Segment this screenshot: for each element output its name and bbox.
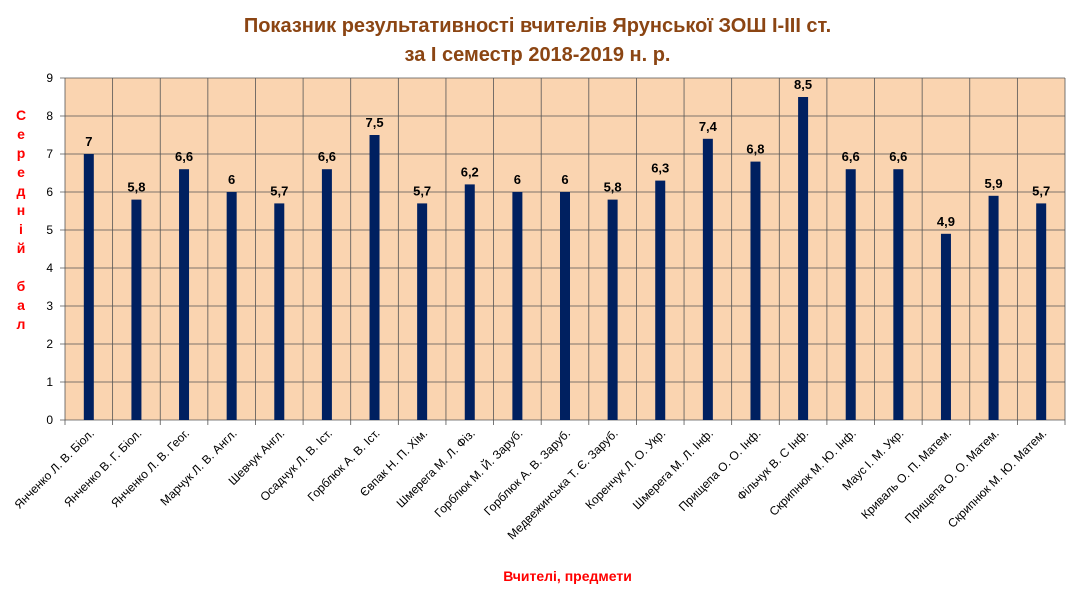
bar (417, 203, 428, 420)
bar (464, 184, 475, 420)
x-axis-title: Вчителі, предмети (503, 568, 632, 584)
x-tick-label: Янченко Л. В. Біол. (12, 426, 97, 511)
bars (83, 97, 1047, 421)
y-axis-title-letter: л (16, 316, 26, 332)
x-tick-label: Коренчук Л. О. Укр. (583, 426, 669, 512)
y-tick-label: 0 (46, 413, 53, 427)
x-tick-label: Скрипнюк М. Ю. Матем. (945, 426, 1049, 530)
x-tick-label: Прищепа О. О. Матем. (902, 426, 1002, 526)
x-tick-label: Скрипнюк М. Ю. Інф. (766, 426, 858, 518)
data-label: 5,7 (270, 183, 288, 198)
data-label: 6,6 (842, 149, 860, 164)
data-label: 5,7 (413, 183, 431, 198)
bar (321, 169, 332, 420)
y-tick-label: 6 (46, 185, 53, 199)
x-tick-label: Прищепа О. О. Інф. (676, 426, 764, 514)
bar (893, 169, 904, 420)
data-label: 6,6 (175, 149, 193, 164)
x-tick-label: Шмерега М. Л. Інф. (630, 426, 716, 512)
y-axis-tick-labels: 0 1 2 3 4 5 6 7 8 9 (46, 71, 53, 427)
y-axis-title-letter: е (17, 126, 25, 142)
bar (655, 180, 666, 420)
bar (607, 199, 618, 420)
bar (274, 203, 285, 420)
data-label: 4,9 (937, 214, 955, 229)
data-labels: 7 5,8 6,6 6 5,7 6,6 7,5 5,7 6,2 6 6 5,8 6,3 7,4 6,8 8,5… (85, 77, 1050, 229)
bar (179, 169, 190, 420)
chart-title-line-1: Показник результативності вчителів Ярунс… (243, 15, 832, 37)
y-axis-title-letter: С (15, 107, 27, 123)
data-label: 6,3 (651, 161, 669, 176)
y-tick-label: 3 (46, 299, 53, 313)
y-tick-label: 7 (46, 147, 53, 161)
y-tick-label: 8 (46, 109, 53, 123)
y-axis-title-letter: е (17, 164, 25, 180)
y-tick-label: 5 (46, 223, 53, 237)
y-axis-title-letter: р (16, 145, 26, 161)
data-label: 5,7 (1032, 183, 1050, 198)
data-label: 6,8 (746, 142, 764, 157)
y-axis-title-letter: і (19, 221, 23, 237)
data-label: 5,8 (604, 180, 622, 195)
y-axis-title-letter: й (16, 240, 26, 256)
data-label: 5,8 (127, 180, 145, 195)
x-tick-label: Криваль О. П. Матем. (858, 426, 954, 522)
x-tick-label: Шмерега М. Л. Фіз. (394, 426, 478, 510)
y-tick-label: 1 (46, 375, 53, 389)
bar (1036, 203, 1047, 420)
y-axis-title-letter: д (16, 183, 26, 199)
bar (560, 192, 570, 420)
data-label: 8,5 (794, 77, 812, 92)
vertical-gridlines (64, 78, 1066, 425)
bar (131, 199, 142, 420)
data-label: 6,6 (318, 149, 336, 164)
data-label: 6 (514, 172, 521, 187)
data-label: 6,6 (889, 149, 907, 164)
chart-title: Показник результативності вчителів Ярунс… (0, 12, 1075, 70)
y-axis-title-letter: н (16, 202, 26, 218)
bar (750, 161, 761, 420)
y-tick-label: 4 (46, 261, 53, 275)
data-label: 7 (85, 134, 92, 149)
bar (940, 233, 951, 420)
data-label: 6 (561, 172, 568, 187)
data-label: 5,9 (985, 176, 1003, 191)
data-label: 6,2 (461, 164, 479, 179)
bar (798, 97, 809, 420)
x-tick-label: Горблюк А. В. Заруб. (481, 426, 573, 518)
bar (988, 195, 999, 420)
data-label: 7,5 (365, 115, 383, 130)
y-tick-label: 9 (46, 71, 53, 85)
bar (845, 169, 856, 420)
bar (83, 154, 94, 420)
bar (369, 135, 380, 420)
x-tick-label: Горблюк М. Й. Заруб. (431, 426, 526, 521)
bar (702, 138, 713, 421)
bar (226, 192, 237, 420)
data-label: 6 (228, 172, 235, 187)
x-axis-tick-labels: Янченко Л. В. Біол.Янченко В. Г. Біол.Ян… (12, 426, 1050, 543)
data-label: 7,4 (699, 119, 718, 134)
chart-title-line-2: за І семестр 2018-2019 н. р. (404, 44, 671, 66)
y-axis-title-letter: б (16, 278, 26, 294)
bar (512, 192, 523, 420)
y-axis-title-letter: а (17, 297, 25, 313)
y-tick-label: 2 (46, 337, 53, 351)
